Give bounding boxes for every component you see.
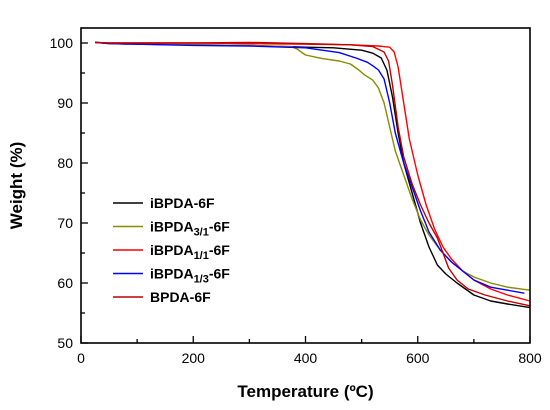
axis-ticks xyxy=(80,42,531,344)
y-tick-label: 50 xyxy=(57,335,73,351)
y-tick-label: 70 xyxy=(57,215,73,231)
series-line-4 xyxy=(94,41,525,294)
x-tick-label: 400 xyxy=(294,350,318,366)
x-axis-title: Temperature (ºC) xyxy=(237,382,373,401)
legend: iBPDA-6F iBPDA3/1-6F iBPDA1/1-6F iBPDA1/3-6… xyxy=(113,195,230,305)
y-tick-label: 60 xyxy=(57,275,73,291)
series-line-3 xyxy=(95,41,531,302)
series-lines xyxy=(94,41,531,309)
x-tick-label: 0 xyxy=(77,350,85,366)
legend-label: iBPDA-6F xyxy=(150,195,215,211)
x-tick-label: 600 xyxy=(406,350,430,366)
x-tick-label: 200 xyxy=(182,350,206,366)
legend-label: iBPDA3/1-6F xyxy=(150,219,230,239)
y-tick-label: 90 xyxy=(57,95,73,111)
tick-labels: 0 200 400 600 800 50 60 70 80 90 100 xyxy=(50,35,542,366)
y-tick-label: 100 xyxy=(50,35,74,51)
x-tick-label: 800 xyxy=(518,350,542,366)
plot-frame xyxy=(80,27,531,344)
series-line-5 xyxy=(95,41,531,307)
y-tick-label: 80 xyxy=(57,155,73,171)
legend-label: iBPDA1/1-6F xyxy=(150,242,230,262)
legend-label: BPDA-6F xyxy=(150,289,211,305)
legend-label: iBPDA1/3-6F xyxy=(150,266,230,286)
y-axis-title: Weight (%) xyxy=(7,142,26,230)
